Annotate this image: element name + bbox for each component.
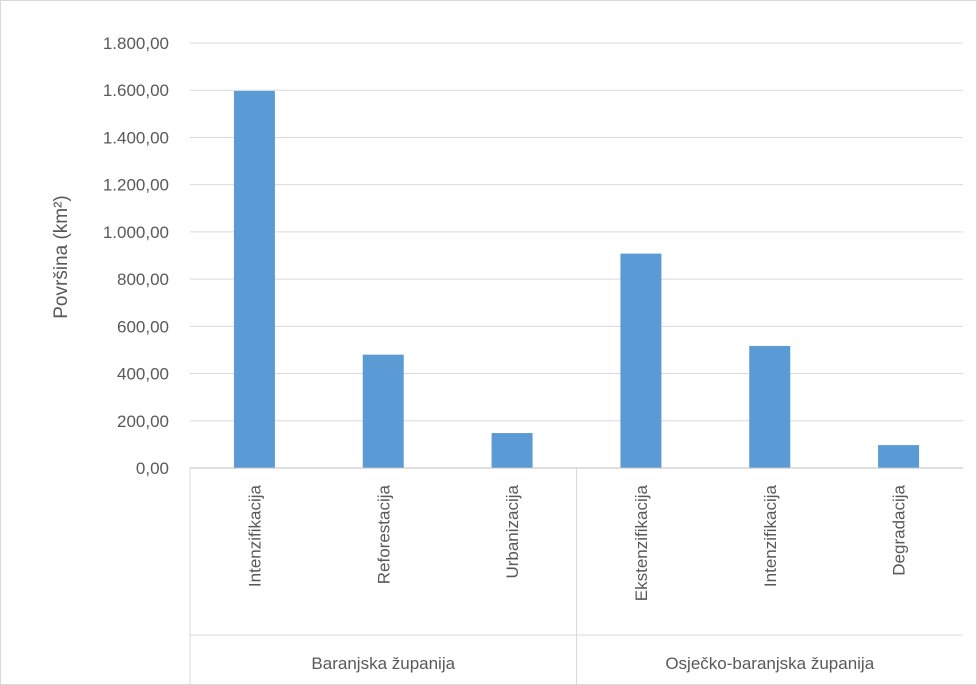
bar xyxy=(620,253,662,468)
bar xyxy=(878,445,920,468)
x-category-label: Intenzifikacija xyxy=(245,484,264,587)
axes xyxy=(189,467,963,684)
x-category-label: Urbanizacija xyxy=(503,484,522,578)
gridlines xyxy=(190,42,963,422)
bar xyxy=(233,90,275,469)
y-tick-label: 400,00 xyxy=(117,365,169,384)
y-tick-label: 1.000,00 xyxy=(103,223,169,242)
bar xyxy=(749,345,791,468)
bars xyxy=(233,90,920,469)
y-tick-label: 1.800,00 xyxy=(103,34,169,53)
x-category-label: Intenzifikacija xyxy=(761,484,780,587)
bar xyxy=(491,433,533,468)
x-category-label: Ekstenzifikacija xyxy=(632,484,651,601)
y-tick-label: 800,00 xyxy=(117,270,169,289)
x-category-label: Reforestacija xyxy=(374,484,393,584)
y-tick-label: 0,00 xyxy=(136,459,169,478)
y-tick-label: 600,00 xyxy=(117,317,169,336)
y-tick-label: 1.400,00 xyxy=(103,128,169,147)
y-tick-label: 1.600,00 xyxy=(103,81,169,100)
y-axis-title: Površina (km²) xyxy=(51,195,72,319)
x-category-label: Degradacija xyxy=(890,484,909,575)
bar xyxy=(362,354,404,468)
x-group-label: Osječko-baranjska županija xyxy=(665,654,874,673)
labels: 0,00 200,00 400,00 600,00 800,00 1.000,00 1.20… xyxy=(103,34,909,673)
y-tick-label: 200,00 xyxy=(117,412,169,431)
y-tick-label: 1.200,00 xyxy=(103,176,169,195)
x-group-label: Baranjska županija xyxy=(311,654,455,673)
